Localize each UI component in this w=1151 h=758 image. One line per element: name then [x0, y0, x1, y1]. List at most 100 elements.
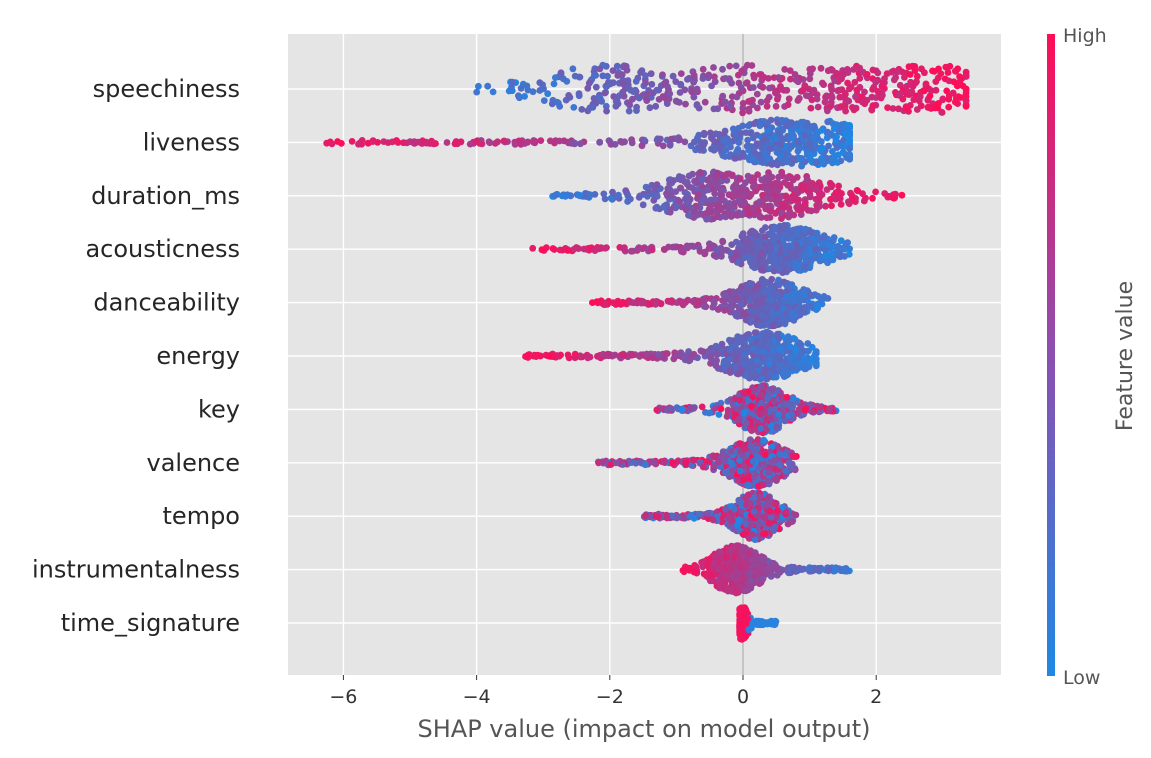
shap-point [740, 360, 748, 368]
shap-point [486, 139, 494, 147]
shap-point [774, 93, 782, 100]
shap-point [741, 339, 748, 347]
shap-point [770, 267, 778, 275]
shap-point [753, 90, 761, 98]
shap-point [760, 304, 768, 312]
shap-point [798, 206, 805, 214]
shap-point [688, 87, 695, 95]
shap-point [795, 94, 803, 102]
shap-point [807, 104, 815, 112]
shap-point [814, 103, 822, 111]
shap-point [898, 68, 906, 76]
shap-point [777, 209, 785, 217]
shap-point [677, 184, 685, 192]
shap-point [540, 97, 548, 104]
shap-point [733, 93, 741, 101]
shap-point [515, 137, 523, 145]
shap-point [633, 103, 640, 111]
shap-point [753, 452, 761, 460]
shap-point [809, 65, 816, 73]
shap-point [739, 109, 746, 117]
shap-point [901, 74, 908, 81]
shap-point [648, 80, 656, 88]
shap-point [780, 231, 788, 239]
shap-point [650, 196, 658, 204]
shap-point [544, 90, 552, 98]
shap-point [749, 457, 757, 465]
shap-point [711, 462, 718, 470]
shap-point [710, 64, 717, 71]
shap-point [733, 148, 740, 156]
shap-point [708, 180, 716, 188]
shap-point [705, 409, 713, 417]
shap-point [800, 131, 808, 139]
shap-point [890, 76, 898, 84]
shap-point [669, 459, 676, 467]
shap-point [885, 192, 892, 200]
shap-point [888, 68, 895, 76]
shap-point [699, 463, 707, 471]
shap-point [748, 531, 756, 538]
shap-point [777, 85, 785, 93]
shap-point [791, 297, 799, 305]
shap-point [741, 235, 749, 243]
shap-point [920, 87, 928, 95]
shap-point [712, 173, 719, 181]
shap-point [612, 301, 620, 308]
shap-point [612, 102, 620, 110]
shap-point [737, 369, 745, 377]
shap-point [771, 499, 779, 507]
shap-point [943, 87, 951, 95]
shap-point [694, 134, 701, 142]
shap-point [747, 336, 755, 344]
shap-point [751, 536, 759, 543]
shap-point [787, 75, 794, 83]
shap-point [509, 78, 516, 86]
shap-point [746, 209, 754, 217]
shap-point [766, 84, 773, 92]
shap-point [774, 179, 782, 187]
shap-point [766, 507, 774, 515]
shap-point [929, 67, 936, 75]
shap-point [665, 192, 673, 200]
shap-point [951, 98, 959, 106]
shap-point [713, 247, 721, 255]
shap-point [741, 445, 749, 452]
shap-point [611, 351, 619, 359]
shap-point [576, 191, 583, 199]
shap-point [808, 96, 816, 104]
shap-point [736, 334, 744, 342]
shap-point [628, 139, 636, 147]
shap-point [774, 310, 782, 318]
shap-point [685, 199, 692, 207]
shap-point [721, 364, 729, 371]
shap-point [761, 408, 769, 416]
shap-point [679, 174, 686, 182]
shap-point [801, 365, 809, 373]
shap-point [840, 136, 848, 144]
shap-point [778, 168, 786, 176]
shap-point [861, 100, 869, 108]
shap-point [741, 462, 748, 470]
shap-point [489, 88, 497, 96]
shap-point [751, 183, 759, 190]
shap-point [762, 451, 769, 459]
shap-point [760, 118, 768, 125]
shap-point [652, 102, 660, 110]
shap-point [657, 135, 664, 143]
shap-point [722, 75, 729, 82]
shap-point [676, 89, 684, 96]
shap-point [738, 211, 746, 219]
shap-point [763, 102, 771, 110]
shap-point [789, 518, 796, 525]
shap-point [780, 202, 788, 210]
shap-point [819, 79, 826, 87]
shap-point [815, 190, 823, 198]
shap-point [620, 92, 628, 100]
shap-point [685, 172, 693, 180]
shap-point [759, 227, 766, 235]
shap-point [671, 243, 678, 251]
shap-point [751, 386, 758, 394]
shap-point [725, 203, 733, 211]
shap-point [758, 312, 766, 319]
